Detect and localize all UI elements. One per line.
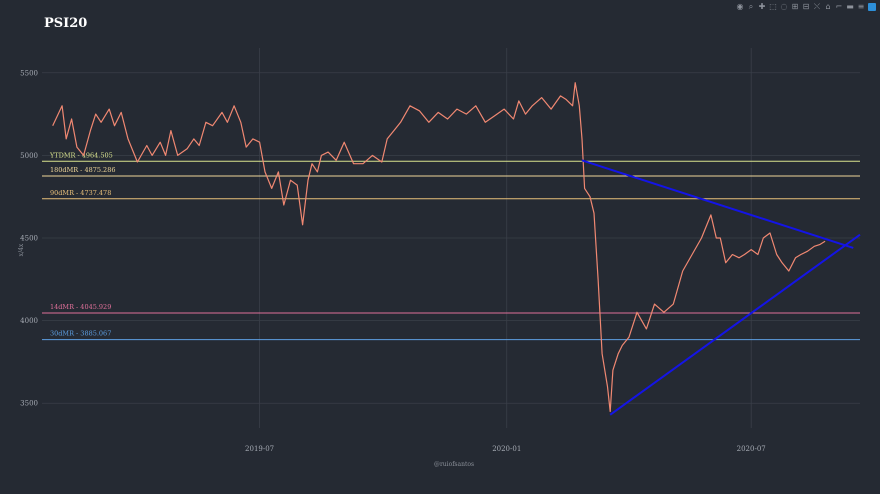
y-tick-label: 3500: [20, 400, 38, 408]
y-tick-label: 4000: [20, 317, 38, 325]
x-axis-label: @ruiofsantos: [434, 461, 474, 468]
zoom-in-icon[interactable]: ⊞: [791, 2, 799, 11]
autoscale-icon[interactable]: ⤬: [813, 2, 821, 11]
trend-lines: [581, 159, 861, 416]
series-layer: [52, 82, 826, 413]
trend-line: [609, 233, 861, 416]
plotly-logo-icon[interactable]: [868, 3, 876, 11]
reset-axes-icon[interactable]: ⌂: [825, 2, 831, 11]
hover-compare-icon[interactable]: ≡: [857, 2, 865, 11]
series-line: [52, 82, 826, 413]
zoom-out-icon[interactable]: ⊟: [802, 2, 810, 11]
x-tick-label: 2020-01: [492, 445, 521, 453]
pan-icon[interactable]: ✚: [758, 2, 766, 11]
chart-title: PSI20: [44, 16, 87, 31]
spike-lines-icon[interactable]: ⌐: [835, 2, 843, 11]
reference-line-label: YTDMR - 4964.505: [49, 151, 113, 159]
reference-lines: YTDMR - 4964.505 180dMR - 4875.286 90dMR -…: [42, 151, 860, 341]
x-tick-label: 2019-07: [245, 445, 274, 453]
trend-line: [581, 159, 854, 249]
modebar: ◉ ⌕ ✚ ⬚ ◌ ⊞ ⊟ ⤬ ⌂ ⌐ ▬ ≡: [736, 3, 876, 11]
x-tick-label: 2020-07: [737, 445, 766, 453]
reference-line-label: 14dMR - 4045.929: [50, 303, 111, 311]
zoom-icon[interactable]: ⌕: [748, 2, 754, 11]
y-tick-label: 5500: [20, 69, 38, 77]
tick-labels: 3500 4000 4500 5000 5500 2019-07 2020-01 2020-0…: [20, 69, 766, 453]
reference-line-label: 90dMR - 4737.478: [50, 189, 111, 197]
camera-icon[interactable]: ◉: [736, 2, 744, 11]
grid-layer: [42, 48, 860, 428]
y-axis-label: x/4x: [18, 243, 25, 256]
reference-line-label: 180dMR - 4875.286: [50, 166, 115, 174]
reference-line-label: 30dMR - 3885.067: [50, 330, 111, 338]
y-tick-label: 4500: [20, 235, 38, 243]
box-select-icon[interactable]: ⬚: [769, 2, 777, 11]
hover-closest-icon[interactable]: ▬: [846, 2, 854, 11]
y-tick-label: 5000: [20, 152, 38, 160]
lasso-icon[interactable]: ◌: [780, 2, 788, 11]
